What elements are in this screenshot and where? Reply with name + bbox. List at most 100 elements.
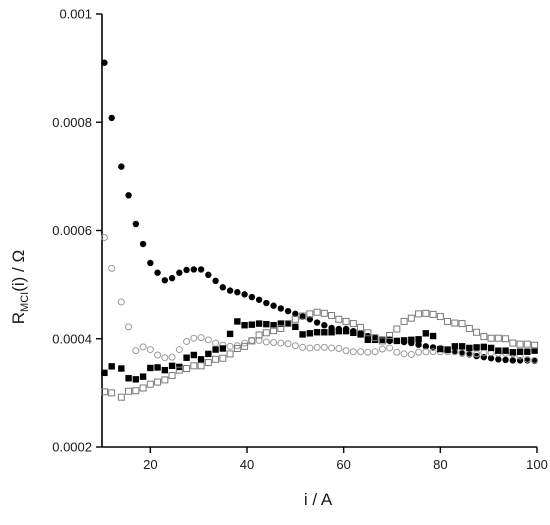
data-point-square-open — [313, 308, 321, 316]
data-point-circle-filled — [101, 59, 108, 66]
x-tick-label: 20 — [143, 457, 157, 472]
data-point-circle-filled — [313, 319, 321, 326]
data-point-circle-filled — [292, 310, 299, 318]
data-point-square-filled — [371, 336, 379, 344]
data-point-square-open — [516, 340, 524, 348]
data-point-square-open — [458, 320, 466, 328]
data-point-circle-open — [161, 354, 169, 362]
data-point-square-open — [197, 362, 205, 370]
data-point-circle-filled — [495, 356, 502, 363]
data-point-square-open — [378, 337, 386, 345]
data-point-circle-open — [117, 298, 125, 306]
data-point-square-filled — [212, 346, 219, 353]
data-point-circle-open — [407, 350, 415, 358]
data-points — [100, 59, 539, 401]
data-point-circle-open — [523, 355, 531, 363]
data-point-square-filled — [379, 336, 386, 344]
data-point-square-filled — [190, 351, 198, 359]
x-tick-label: 80 — [433, 457, 447, 472]
data-point-circle-open — [255, 336, 263, 344]
series-4-square-open — [100, 308, 539, 401]
data-point-circle-filled — [509, 357, 517, 364]
data-point-square-filled — [125, 375, 132, 382]
data-point-circle-filled — [422, 343, 430, 350]
data-point-square-open — [509, 339, 517, 347]
data-point-square-filled — [408, 336, 415, 344]
data-point-circle-filled — [284, 307, 292, 315]
data-point-square-open — [183, 365, 191, 373]
data-point-circle-open — [277, 339, 285, 347]
data-point-circle-open — [100, 234, 108, 242]
data-point-square-open — [320, 309, 328, 317]
data-point-circle-open — [226, 342, 234, 350]
data-point-square-open — [523, 340, 531, 348]
x-axis-title: i / A — [304, 490, 333, 509]
data-point-circle-filled — [190, 266, 198, 273]
y-axis-title: RMCI(i) / Ω — [9, 250, 31, 324]
data-point-circle-open — [132, 347, 140, 355]
y-tick-label: 0.0002 — [52, 440, 92, 455]
data-point-square-open — [335, 315, 343, 323]
data-point-circle-open — [393, 348, 401, 356]
data-point-square-filled — [502, 347, 509, 354]
data-point-square-open — [100, 388, 108, 396]
series-2-circle-open — [100, 234, 539, 364]
data-point-square-open — [132, 387, 140, 395]
data-point-square-filled — [415, 336, 422, 343]
data-point-square-open — [422, 309, 430, 317]
data-point-square-filled — [328, 329, 335, 336]
data-point-square-filled — [219, 345, 227, 352]
data-point-square-open — [277, 324, 285, 332]
data-point-square-filled — [516, 348, 524, 355]
data-point-circle-open — [429, 348, 437, 356]
data-point-circle-filled — [306, 316, 314, 323]
data-point-circle-open — [364, 348, 372, 356]
data-point-square-filled — [357, 331, 364, 338]
data-point-square-open — [190, 362, 198, 370]
data-point-circle-open — [108, 264, 116, 272]
data-point-square-open — [531, 341, 539, 349]
data-point-square-filled — [197, 356, 205, 363]
data-point-circle-open — [270, 339, 278, 347]
data-point-square-open — [306, 310, 314, 318]
x-ticks: 20 40 60 80 100 — [143, 447, 548, 472]
data-point-square-filled — [299, 331, 306, 338]
data-point-square-filled — [400, 337, 408, 344]
data-point-square-open — [371, 334, 379, 342]
data-point-circle-filled — [154, 269, 161, 276]
data-point-circle-open — [168, 353, 176, 361]
data-point-square-filled — [342, 327, 350, 335]
data-point-square-filled — [321, 329, 328, 336]
data-point-circle-open — [531, 356, 539, 364]
data-point-square-open — [328, 311, 336, 319]
data-point-square-filled — [422, 330, 430, 337]
data-point-square-filled — [108, 363, 115, 370]
data-point-square-open — [436, 313, 444, 321]
data-point-square-open — [226, 350, 234, 358]
data-point-square-open — [248, 337, 256, 345]
data-point-circle-open — [335, 344, 343, 352]
data-point-square-open — [204, 359, 212, 367]
data-point-square-filled — [205, 350, 212, 358]
data-point-circle-open — [204, 336, 212, 344]
data-point-circle-open — [175, 346, 183, 354]
data-point-square-filled — [226, 330, 234, 338]
data-point-square-filled — [313, 329, 321, 336]
data-point-square-open — [154, 378, 162, 386]
data-point-square-filled — [480, 343, 488, 351]
data-point-square-open — [161, 376, 169, 384]
data-point-square-filled — [429, 332, 437, 340]
data-point-circle-open — [212, 339, 220, 347]
data-point-square-open — [386, 332, 394, 340]
data-point-circle-open — [328, 344, 336, 352]
data-point-square-open — [502, 335, 510, 343]
data-point-square-filled — [248, 321, 256, 328]
data-point-circle-filled — [451, 348, 459, 355]
data-point-square-open — [429, 310, 437, 318]
data-point-square-filled — [524, 348, 531, 355]
data-point-circle-open — [473, 350, 481, 358]
data-point-circle-filled — [176, 269, 183, 276]
data-point-circle-open — [299, 343, 307, 351]
data-point-square-filled — [292, 323, 299, 331]
y-tick-label: 0.0008 — [52, 115, 92, 130]
